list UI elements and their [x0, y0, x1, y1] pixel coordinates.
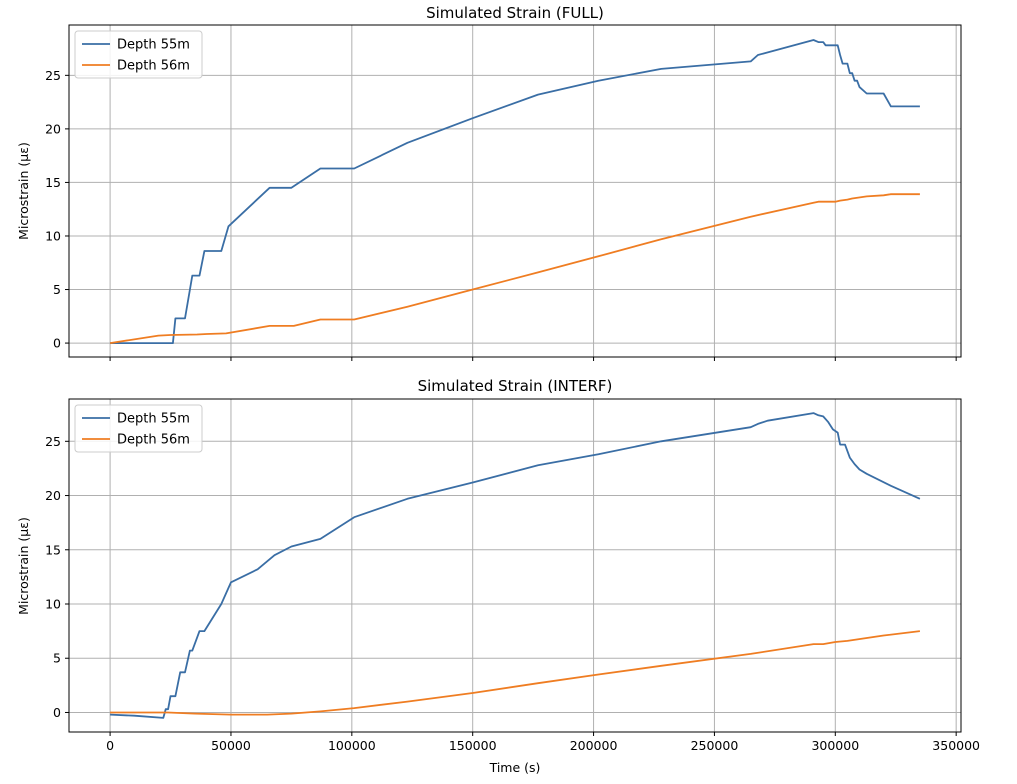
grid-full	[69, 25, 961, 357]
legend-interf: Depth 55m Depth 56m	[74, 404, 203, 453]
y-tick-label: 10	[45, 228, 61, 243]
subplot-interf: 0 50000 100000 150000 200000 250000 300000 3500…	[16, 377, 980, 775]
series-line-depth-55m	[110, 39, 920, 344]
chart-title-full: Simulated Strain (FULL)	[426, 4, 604, 22]
y-tick-label: 15	[45, 542, 61, 557]
y-tick-label: 15	[45, 175, 61, 190]
series-layer-full	[109, 39, 920, 344]
y-tick-label: 0	[53, 336, 61, 351]
legend-entry: Depth 55m	[117, 38, 190, 53]
y-tick-label: 5	[53, 282, 61, 297]
series-line-depth-56m	[109, 193, 920, 344]
y-tick-label: 20	[45, 488, 61, 503]
x-tick-label: 100000	[328, 738, 376, 753]
ticks-interf: 0 50000 100000 150000 200000 250000 300000 3500…	[45, 434, 980, 753]
grid-interf	[69, 399, 961, 732]
x-tick-label: 0	[106, 738, 114, 753]
x-tick-label: 350000	[932, 738, 980, 753]
chart-title-interf: Simulated Strain (INTERF)	[418, 377, 613, 395]
axes-frame-full	[68, 24, 962, 358]
y-tick-label: 10	[45, 597, 61, 612]
x-axis-label-interf: Time (s)	[489, 760, 541, 775]
series-line-depth-55m	[110, 412, 921, 719]
y-axis-label-interf: Microstrain (με)	[16, 517, 31, 615]
legend-entry: Depth 55m	[117, 412, 190, 427]
y-tick-label: 20	[45, 121, 61, 136]
y-tick-label: 0	[53, 705, 61, 720]
ticks-full: 0 5 10 15 20 25	[45, 68, 957, 361]
legend-box	[74, 404, 203, 453]
legend-full: Depth 55m Depth 56m	[74, 30, 203, 79]
legend-entry: Depth 56m	[117, 59, 190, 74]
x-tick-label: 300000	[811, 738, 859, 753]
plot-area-full	[69, 25, 961, 357]
legend-box	[74, 30, 203, 79]
axes-frame-interf	[68, 398, 962, 733]
y-tick-label: 25	[45, 68, 61, 83]
x-tick-label: 150000	[449, 738, 497, 753]
series-line-depth-56m	[110, 630, 921, 716]
x-tick-label: 50000	[211, 738, 251, 753]
x-tick-label: 250000	[691, 738, 739, 753]
y-tick-label: 5	[53, 651, 61, 666]
legend-entry: Depth 56m	[117, 433, 190, 448]
plot-area-interf	[69, 399, 961, 732]
series-layer-interf	[110, 412, 921, 719]
subplot-full: 0 5 10 15 20 25 Simulated Strain (FULL) Micro…	[16, 4, 962, 361]
y-tick-label: 25	[45, 434, 61, 449]
y-axis-label-full: Microstrain (με)	[16, 142, 31, 240]
x-tick-label: 200000	[570, 738, 618, 753]
